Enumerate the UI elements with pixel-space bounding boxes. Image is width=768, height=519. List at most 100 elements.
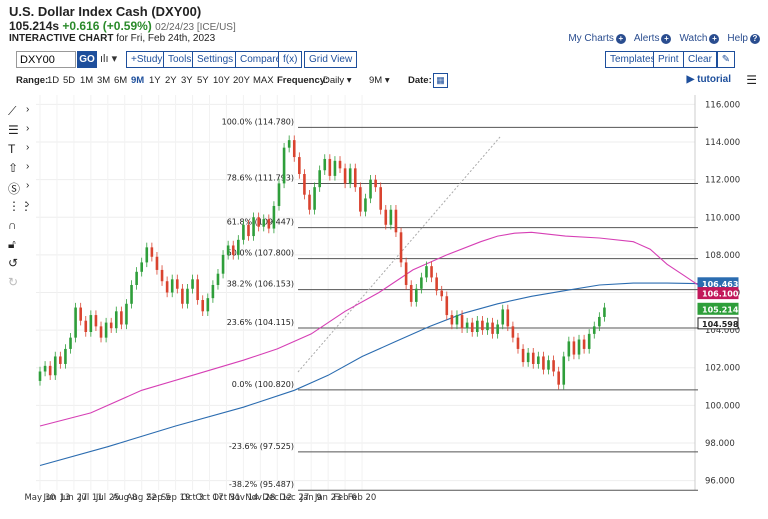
candle — [491, 322, 494, 334]
candle — [125, 303, 128, 325]
watch-link[interactable]: Watch + — [679, 33, 720, 44]
grid-view-button[interactable]: Grid View — [304, 51, 358, 68]
arrow-tool-icon[interactable]: ⇧ › — [8, 161, 30, 175]
range-10y[interactable]: 10Y — [213, 75, 230, 86]
fib-tool-icon[interactable]: ☰ › — [8, 123, 30, 137]
candle — [445, 296, 449, 316]
price-line: 105.214s +0.616 (+0.59%) 02/24/23 [ICE/U… — [9, 19, 236, 33]
frequency-select[interactable]: Daily ▾ — [323, 75, 352, 86]
y-tick-label: 96.000 — [705, 477, 735, 487]
candle — [425, 266, 428, 278]
candle — [353, 168, 357, 188]
candle — [242, 224, 245, 240]
candle — [486, 322, 489, 331]
help-icon: ? — [750, 34, 760, 44]
candle — [175, 279, 179, 289]
candle — [186, 288, 189, 304]
candle — [409, 284, 413, 302]
range-3m[interactable]: 3M — [97, 75, 111, 86]
chart-subtitle: INTERACTIVE CHART for Fri, Feb 24th, 202… — [9, 33, 215, 44]
period-select[interactable]: 9M ▾ — [369, 75, 390, 86]
redo-icon[interactable]: ↻ — [8, 275, 19, 289]
candle — [231, 245, 235, 255]
symbol-input[interactable] — [16, 51, 76, 68]
chart-type-icon[interactable]: ılı ▾ — [100, 53, 118, 65]
candle — [384, 209, 388, 225]
candle — [211, 284, 215, 299]
candle — [94, 315, 98, 327]
help-link[interactable]: Help? — [727, 33, 760, 44]
range-1y[interactable]: 1Y — [149, 75, 161, 86]
settings-button[interactable]: Settings — [192, 51, 239, 68]
candle — [582, 339, 586, 349]
candle — [465, 322, 469, 329]
candle — [109, 322, 113, 329]
magnet-icon[interactable]: ∩ — [8, 218, 17, 232]
candle — [440, 290, 444, 297]
alerts-link[interactable]: Alerts + — [634, 33, 672, 44]
candle — [104, 322, 108, 338]
candle — [420, 277, 423, 289]
price-label: 106.463 — [702, 280, 738, 289]
plus-icon: + — [661, 34, 672, 44]
price-label-box — [697, 317, 739, 330]
candle — [318, 170, 321, 188]
clear-button[interactable]: Clear — [683, 51, 717, 68]
range-1m[interactable]: 1M — [80, 75, 94, 86]
fx-button[interactable]: f(x) — [278, 51, 303, 68]
study-button[interactable]: +Study — [126, 51, 168, 68]
short-moving-average-line — [39, 231, 710, 427]
range-1d[interactable]: 1D — [47, 75, 60, 86]
page-title: U.S. Dollar Index Cash (DXY00) — [9, 4, 202, 19]
fib-level-label: 61.8% (109.447) — [227, 218, 294, 227]
symbol-tool-icon[interactable]: Ⓢ › — [8, 180, 30, 196]
candle — [394, 209, 398, 233]
range-5d[interactable]: 5D — [63, 75, 76, 86]
fib-level-label: 38.2% (106.153) — [227, 280, 294, 289]
text-tool-icon[interactable]: T › — [8, 142, 30, 156]
candle — [455, 315, 459, 325]
y-tick-label: 102.000 — [705, 364, 740, 374]
range-6m[interactable]: 6M — [114, 75, 128, 86]
x-tick-label: Nov 28 — [245, 493, 275, 503]
x-tick-label: Feb 6 — [334, 493, 357, 503]
lock-icon[interactable]: 🔓︎ — [8, 237, 16, 251]
chart-date: for Fri, Feb 24th, 2023 — [116, 33, 216, 44]
range-20y[interactable]: 20Y — [233, 75, 250, 86]
quote-meta: 02/24/23 [ICE/US] — [155, 22, 236, 33]
price-change: +0.616 (+0.59%) — [62, 19, 152, 33]
y-tick-label: 98.000 — [705, 439, 735, 449]
my-charts-link[interactable]: My Charts + — [568, 33, 626, 44]
line-tool-icon[interactable]: ⟋ › — [8, 104, 30, 118]
y-tick-label: 112.000 — [705, 176, 740, 186]
menu-icon[interactable]: ☰ — [746, 73, 757, 87]
candle — [435, 277, 438, 291]
measure-tool-icon[interactable]: ⋮⋮ › — [8, 199, 32, 213]
candle — [130, 284, 133, 304]
range-label: Range: — [16, 75, 49, 86]
calendar-icon[interactable]: ▦ — [433, 73, 448, 88]
range-max[interactable]: MAX — [253, 75, 274, 86]
range-2y[interactable]: 2Y — [165, 75, 177, 86]
candle — [542, 356, 545, 370]
y-tick-label: 116.000 — [705, 100, 740, 110]
candle — [114, 311, 118, 329]
x-tick-label: Jan 23 — [314, 493, 342, 503]
candle — [64, 348, 67, 364]
fib-level-label: 78.6% (111.793) — [227, 174, 294, 183]
y-tick-label: 110.000 — [705, 213, 740, 223]
x-tick-label: Jun 27 — [59, 493, 87, 503]
range-5y[interactable]: 5Y — [197, 75, 209, 86]
candle — [430, 266, 433, 278]
undo-icon[interactable]: ↺ — [8, 256, 19, 270]
print-button[interactable]: Print — [653, 51, 684, 68]
range-3y[interactable]: 3Y — [181, 75, 193, 86]
candle — [262, 219, 266, 227]
tutorial-link[interactable]: ▶ tutorial — [686, 74, 731, 85]
pencil-icon[interactable]: ✎ — [717, 51, 735, 68]
y-tick-label: 108.000 — [705, 251, 740, 261]
go-button[interactable]: GO — [77, 51, 97, 68]
y-tick-label: 100.000 — [705, 401, 740, 411]
range-9m[interactable]: 9M — [131, 75, 145, 86]
chart-type: INTERACTIVE CHART — [9, 33, 114, 44]
